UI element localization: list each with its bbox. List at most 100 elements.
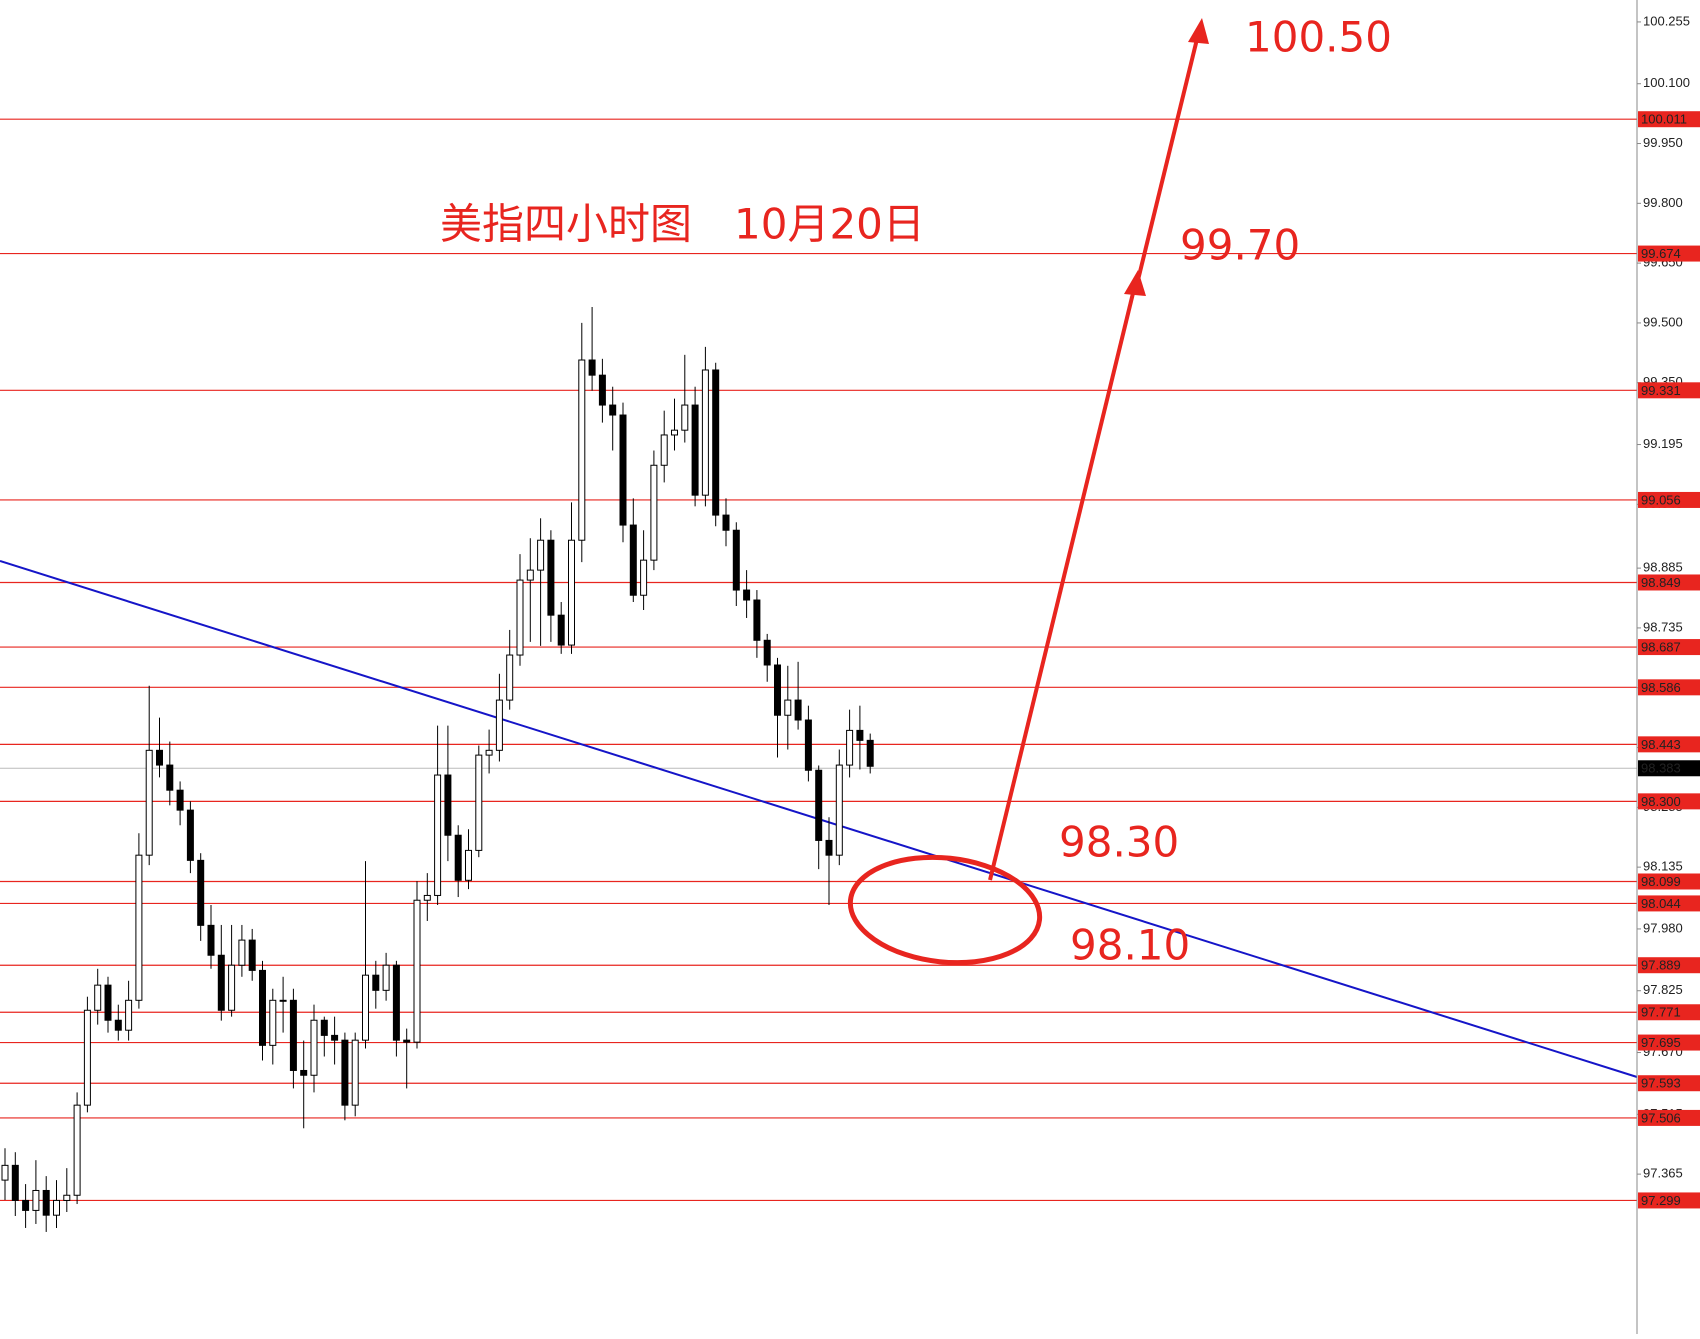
candle-body [362, 974, 369, 1041]
candle-body [526, 569, 534, 581]
level-label: 98.044 [1641, 896, 1681, 911]
level-label-box [1638, 574, 1700, 591]
level-label-box [1638, 895, 1700, 912]
candle-body [382, 964, 390, 991]
candle-body [568, 539, 575, 646]
candle-body [804, 719, 812, 771]
candle-body [259, 969, 266, 1046]
candle-body [11, 1164, 19, 1201]
current-price-box [1638, 760, 1700, 777]
level-label-box [1638, 736, 1700, 753]
level-label: 98.687 [1641, 640, 1681, 655]
candle-body [341, 1039, 349, 1106]
candle-body [609, 404, 617, 416]
level-label: 97.299 [1641, 1193, 1681, 1208]
annotation: 99.70 [1180, 221, 1300, 270]
level-label: 98.443 [1641, 737, 1681, 752]
candle-body [156, 749, 163, 766]
level-label: 98.099 [1641, 874, 1681, 889]
candle-body [547, 539, 555, 616]
level-label-box [1638, 245, 1700, 262]
candle-body [42, 1189, 50, 1216]
candle-body [104, 984, 112, 1021]
candle-body [681, 404, 689, 431]
candle-body [444, 774, 452, 836]
candle-body [351, 1039, 359, 1106]
y-tick-label: 97.980 [1643, 920, 1683, 935]
candle-body [228, 964, 236, 1011]
candle-body [32, 1189, 40, 1211]
candle-body [73, 1104, 81, 1196]
candle-body [145, 749, 153, 856]
candle-body [640, 559, 648, 596]
candle-body [485, 749, 493, 756]
candle-body [176, 789, 184, 811]
candle-body [22, 1199, 30, 1211]
candle-body [279, 999, 287, 1002]
y-tick-label: 99.950 [1643, 135, 1683, 150]
candle-body [413, 899, 421, 1043]
candle-body [629, 524, 637, 596]
candle-body [269, 999, 277, 1046]
candle-body [578, 359, 586, 541]
candle-body [835, 764, 843, 856]
level-label-box [1638, 957, 1700, 974]
level-label: 98.849 [1641, 575, 1681, 590]
candle-body [753, 599, 761, 641]
candle-body [671, 429, 678, 436]
candle-body [197, 859, 205, 926]
level-label-box [1638, 793, 1700, 810]
candle-body [403, 1039, 411, 1043]
candle-body [722, 514, 730, 531]
candle-body [475, 754, 483, 851]
y-tick-label: 98.735 [1643, 619, 1683, 634]
candle-body [1, 1164, 9, 1181]
arrow-shaft [988, 284, 1137, 881]
y-tick-label: 100.255 [1643, 13, 1690, 28]
candle-body [537, 539, 545, 571]
level-label-box [1638, 1004, 1700, 1021]
candle-body [331, 1034, 339, 1041]
candle-body [660, 434, 668, 466]
candle-body [454, 834, 462, 881]
candle-body [495, 699, 503, 751]
level-label-box [1638, 1075, 1700, 1092]
candle-body [166, 764, 174, 791]
level-label: 97.889 [1641, 958, 1681, 973]
y-tick-label: 98.885 [1643, 560, 1683, 575]
y-tick-label: 97.365 [1643, 1166, 1683, 1181]
candle-body [300, 1069, 308, 1076]
candle-body [650, 464, 658, 561]
level-label: 100.011 [1641, 112, 1687, 127]
level-label: 97.593 [1641, 1076, 1681, 1091]
level-label-box [1638, 639, 1700, 656]
candle-body [856, 729, 864, 741]
candle-body [815, 769, 823, 841]
candle-body [784, 699, 792, 716]
candle-body [557, 614, 565, 646]
annotation: 98.10 [1070, 921, 1190, 970]
arrow-head [1188, 18, 1209, 44]
levels [0, 118, 1637, 1202]
candle-body [732, 529, 740, 591]
current-price-label: 98.383 [1641, 761, 1681, 776]
y-tick-label: 98.135 [1643, 859, 1683, 874]
level-label-box [1638, 1109, 1700, 1126]
y-tick-label: 100.100 [1643, 75, 1690, 90]
y-tick-label: 99.500 [1643, 314, 1683, 329]
level-label-box [1638, 1034, 1700, 1051]
highlight-circle [847, 854, 1043, 966]
chart-title: 美指四小时图 10月20日 [440, 200, 925, 249]
level-label-box [1638, 1192, 1700, 1209]
level-label-box [1638, 111, 1700, 128]
candle-body [691, 404, 699, 496]
level-label: 98.300 [1641, 794, 1681, 809]
candle-body [774, 664, 781, 716]
level-label-box [1638, 679, 1700, 696]
candle-body [63, 1194, 71, 1201]
candle-body [794, 699, 802, 721]
candle-body [866, 739, 874, 767]
level-label: 97.771 [1641, 1005, 1681, 1020]
y-tick-label: 99.800 [1643, 195, 1683, 210]
level-label-box [1638, 491, 1700, 508]
